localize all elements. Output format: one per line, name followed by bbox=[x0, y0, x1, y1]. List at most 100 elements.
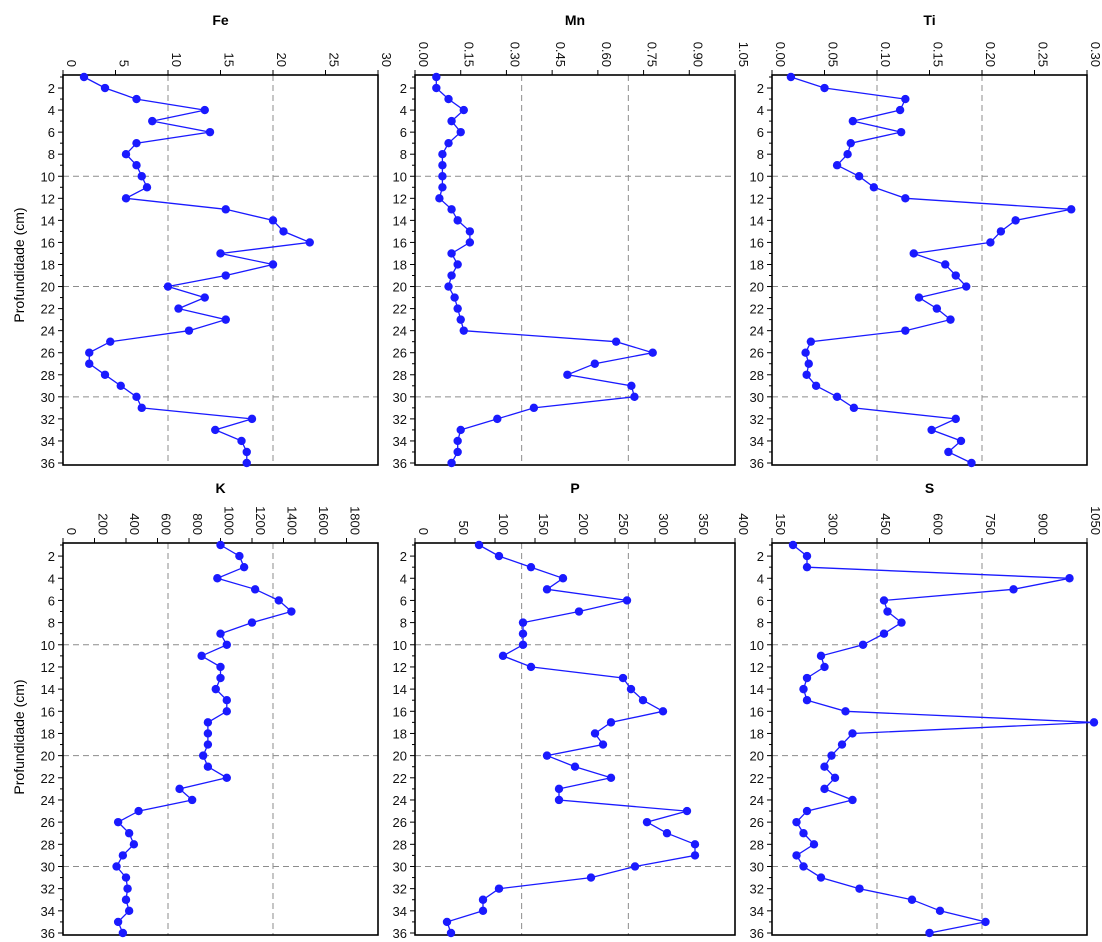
data-point bbox=[811, 381, 821, 390]
data-point bbox=[85, 359, 94, 368]
x-tick-label: 0.00 bbox=[416, 42, 431, 67]
data-point bbox=[563, 370, 572, 379]
data-point bbox=[438, 183, 447, 192]
y-tick-label: 32 bbox=[393, 882, 407, 897]
data-point bbox=[113, 917, 123, 927]
x-tick-label: 0 bbox=[64, 528, 79, 535]
data-point bbox=[590, 359, 600, 368]
data-point bbox=[816, 873, 826, 882]
y-tick-label: 10 bbox=[41, 638, 55, 653]
data-point bbox=[611, 337, 621, 346]
data-point bbox=[444, 94, 453, 104]
x-tick-label: 0.75 bbox=[645, 42, 660, 67]
y-tick-label: 30 bbox=[41, 390, 55, 405]
y-tick-label: 12 bbox=[750, 191, 764, 206]
plot-frame bbox=[62, 542, 379, 936]
series-line bbox=[115, 544, 293, 934]
y-tick-label: 12 bbox=[41, 660, 55, 675]
y-tick-label: 10 bbox=[393, 169, 407, 184]
y-tick-label: 30 bbox=[750, 859, 764, 874]
data-point bbox=[846, 138, 855, 148]
data-point bbox=[809, 840, 819, 849]
data-point bbox=[221, 205, 230, 214]
y-tick-label: 34 bbox=[750, 904, 764, 919]
data-point bbox=[132, 392, 141, 402]
y-tick-label: 8 bbox=[400, 616, 407, 631]
data-point bbox=[121, 873, 131, 882]
data-point bbox=[542, 751, 552, 760]
x-tick-label: 300 bbox=[826, 513, 841, 535]
x-tick-label: 1800 bbox=[348, 506, 363, 535]
data-point bbox=[944, 447, 953, 457]
data-point bbox=[858, 640, 868, 649]
data-point bbox=[453, 447, 462, 457]
y-tick-label: 32 bbox=[750, 412, 764, 427]
data-point bbox=[816, 651, 826, 661]
data-point bbox=[630, 392, 639, 402]
data-point bbox=[432, 83, 441, 93]
y-tick-label: 14 bbox=[41, 682, 55, 697]
panel-title: P bbox=[570, 480, 579, 496]
data-point bbox=[184, 326, 194, 335]
data-point bbox=[447, 205, 456, 214]
x-tick-label: 600 bbox=[159, 513, 174, 535]
x-tick-label: 750 bbox=[983, 513, 998, 535]
y-tick-label: 12 bbox=[41, 191, 55, 206]
panel-title: Mn bbox=[565, 12, 585, 28]
x-tick-label: 450 bbox=[878, 513, 893, 535]
y-tick-label: 16 bbox=[750, 704, 764, 719]
x-tick-label: 350 bbox=[696, 513, 711, 535]
data-point bbox=[554, 795, 564, 805]
data-point bbox=[529, 403, 539, 413]
x-tick-label: 25 bbox=[327, 53, 342, 67]
data-point bbox=[895, 105, 905, 115]
y-tick-label: 24 bbox=[41, 324, 55, 339]
data-point bbox=[962, 282, 971, 291]
data-point bbox=[216, 662, 225, 672]
data-point bbox=[450, 293, 459, 302]
panel-fe: Fe0 5 10 15 20 25 3024681012141618202224262830… bbox=[41, 12, 394, 471]
x-tick-label: 50 bbox=[456, 521, 471, 535]
y-tick-label: 22 bbox=[41, 302, 55, 317]
x-tick-label: 0.25 bbox=[1036, 42, 1051, 67]
x-tick-label: 30 bbox=[379, 53, 394, 67]
data-point bbox=[896, 127, 906, 137]
data-point bbox=[799, 684, 808, 694]
data-point bbox=[478, 906, 488, 916]
data-point bbox=[121, 150, 131, 159]
y-tick-label: 18 bbox=[41, 257, 55, 272]
series-line bbox=[83, 76, 313, 463]
plot-frame bbox=[414, 74, 736, 466]
data-point bbox=[827, 751, 836, 760]
data-point bbox=[222, 696, 231, 705]
x-tick-label: 1.05 bbox=[736, 42, 751, 67]
y-tick-label: 30 bbox=[750, 390, 764, 405]
data-point bbox=[203, 729, 213, 738]
data-point bbox=[211, 684, 220, 694]
data-point bbox=[459, 105, 468, 115]
data-point bbox=[570, 762, 580, 771]
data-point bbox=[118, 851, 128, 860]
y-tick-label: 34 bbox=[393, 904, 407, 919]
y-tick-label: 8 bbox=[757, 147, 764, 162]
data-point bbox=[598, 740, 608, 749]
data-point bbox=[444, 282, 453, 291]
data-point bbox=[1089, 718, 1099, 727]
data-point bbox=[494, 884, 504, 893]
data-point bbox=[956, 436, 966, 446]
x-tick-label: 1050 bbox=[1088, 506, 1102, 535]
y-tick-label: 24 bbox=[750, 324, 764, 339]
data-point bbox=[932, 304, 942, 313]
y-tick-label: 20 bbox=[393, 280, 407, 295]
data-point bbox=[802, 673, 812, 683]
data-point bbox=[935, 906, 945, 916]
data-point bbox=[268, 216, 278, 225]
y-tick-label: 10 bbox=[750, 169, 764, 184]
y-tick-label: 14 bbox=[41, 213, 55, 228]
data-point bbox=[1065, 574, 1074, 583]
data-point bbox=[1067, 205, 1076, 214]
data-point bbox=[606, 773, 616, 782]
data-point bbox=[1011, 216, 1020, 225]
x-tick-label: 0.10 bbox=[878, 42, 893, 67]
data-point bbox=[526, 562, 536, 572]
